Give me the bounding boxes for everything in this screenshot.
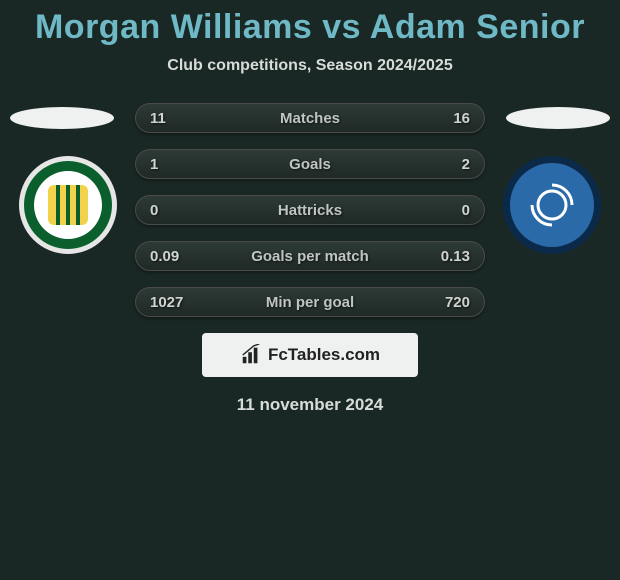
stat-row: 0 Hattricks 0	[135, 195, 485, 225]
club-badge-left-svg	[18, 155, 118, 255]
country-flag-left	[10, 107, 114, 129]
bar-chart-icon	[240, 344, 262, 366]
subtitle: Club competitions, Season 2024/2025	[0, 57, 620, 75]
stat-label: Min per goal	[266, 294, 354, 311]
stat-left-value: 11	[150, 110, 166, 127]
club-badge-left	[18, 155, 118, 255]
stat-label: Hattricks	[278, 202, 342, 219]
club-badge-right	[502, 155, 602, 255]
stat-right-value: 0.13	[441, 248, 470, 265]
stat-left-value: 1027	[150, 294, 183, 311]
stat-right-value: 2	[462, 156, 470, 173]
stat-rows: 11 Matches 16 1 Goals 2 0 Hattricks 0 0.…	[135, 103, 485, 317]
stat-label: Matches	[280, 110, 340, 127]
stat-left-value: 0	[150, 202, 158, 219]
country-flag-right	[506, 107, 610, 129]
branding-badge: FcTables.com	[202, 333, 418, 377]
comparison-panel: 11 Matches 16 1 Goals 2 0 Hattricks 0 0.…	[0, 103, 620, 415]
stat-left-value: 0.09	[150, 248, 179, 265]
page-title: Morgan Williams vs Adam Senior	[0, 0, 620, 47]
stat-row: 1027 Min per goal 720	[135, 287, 485, 317]
stat-row: 0.09 Goals per match 0.13	[135, 241, 485, 271]
stat-left-value: 1	[150, 156, 158, 173]
stat-right-value: 0	[462, 202, 470, 219]
date-line: 11 november 2024	[0, 395, 620, 415]
stat-right-value: 720	[445, 294, 470, 311]
branding-text: FcTables.com	[268, 345, 380, 365]
stat-right-value: 16	[453, 110, 470, 127]
stat-row: 1 Goals 2	[135, 149, 485, 179]
stat-label: Goals	[289, 156, 331, 173]
club-badge-right-svg	[502, 155, 602, 255]
stat-row: 11 Matches 16	[135, 103, 485, 133]
stat-label: Goals per match	[251, 248, 369, 265]
